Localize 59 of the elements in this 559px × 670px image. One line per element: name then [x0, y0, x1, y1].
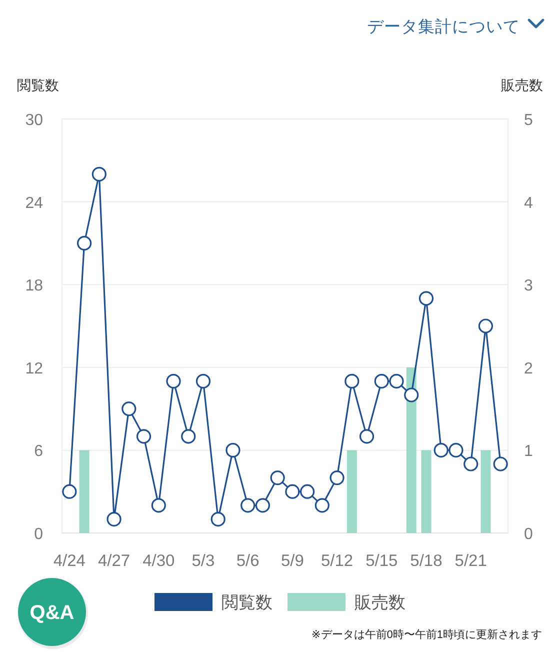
point — [448, 442, 464, 458]
text: ※データは午前0時〜午前1時頃に更新されます — [312, 628, 542, 641]
point — [478, 318, 493, 334]
point — [255, 498, 270, 513]
x-tick-label: 4/27 — [98, 552, 130, 570]
point — [226, 442, 240, 458]
y2-tick-label: 1 — [524, 443, 533, 460]
y-tick-label: 6 — [34, 443, 44, 460]
point — [344, 374, 360, 388]
point — [122, 402, 136, 416]
point — [464, 456, 478, 472]
y2-axis-title: 販売数 — [501, 77, 543, 93]
x-tick-label: 5/9 — [280, 552, 304, 570]
x-tick-label: 5/12 — [320, 552, 354, 570]
point — [389, 374, 404, 388]
y2-tick-label: 0 — [524, 526, 533, 543]
point — [240, 498, 256, 513]
point — [330, 470, 344, 486]
point — [418, 291, 434, 306]
point — [210, 512, 226, 526]
point — [62, 484, 77, 499]
point — [166, 374, 181, 388]
point — [404, 388, 419, 402]
y-tick-label: 0 — [34, 526, 44, 543]
x-tick-label: 5/6 — [236, 552, 260, 570]
text: データ集計について — [367, 17, 520, 36]
y-tick-label: 18 — [25, 278, 44, 295]
x-tick-label: 5/21 — [454, 552, 487, 570]
x-tick-label: 5/18 — [410, 552, 442, 570]
point — [136, 429, 152, 444]
y2-tick-label: 2 — [524, 360, 533, 378]
point — [434, 442, 448, 458]
y-tick-label: 12 — [25, 360, 44, 378]
point — [285, 484, 300, 499]
x-tick-label: 5/3 — [192, 552, 215, 570]
point — [92, 166, 106, 182]
y2-tick-label: 4 — [524, 194, 533, 212]
point — [493, 456, 508, 472]
point — [300, 484, 315, 499]
point — [181, 429, 196, 444]
y-tick-label: 24 — [25, 194, 44, 212]
point — [359, 429, 374, 444]
point — [314, 498, 330, 513]
legend-label: 販売数 — [354, 593, 406, 612]
x-tick-label: 5/15 — [366, 552, 398, 570]
x-tick-label: 4/30 — [142, 552, 175, 570]
y2-tick-label: 3 — [524, 278, 533, 295]
point — [374, 374, 389, 388]
y2-tick-label: 5 — [524, 112, 533, 129]
legend-label: 閲覧数 — [222, 593, 272, 612]
point — [270, 470, 285, 486]
text: Q&A — [30, 602, 74, 624]
point — [106, 512, 122, 526]
y-axis-title: 閲覧数 — [17, 77, 59, 93]
x-tick-label: 4/24 — [53, 552, 86, 570]
y-tick-label: 30 — [25, 112, 44, 129]
point — [196, 374, 211, 388]
point — [77, 236, 92, 250]
point — [151, 498, 166, 513]
